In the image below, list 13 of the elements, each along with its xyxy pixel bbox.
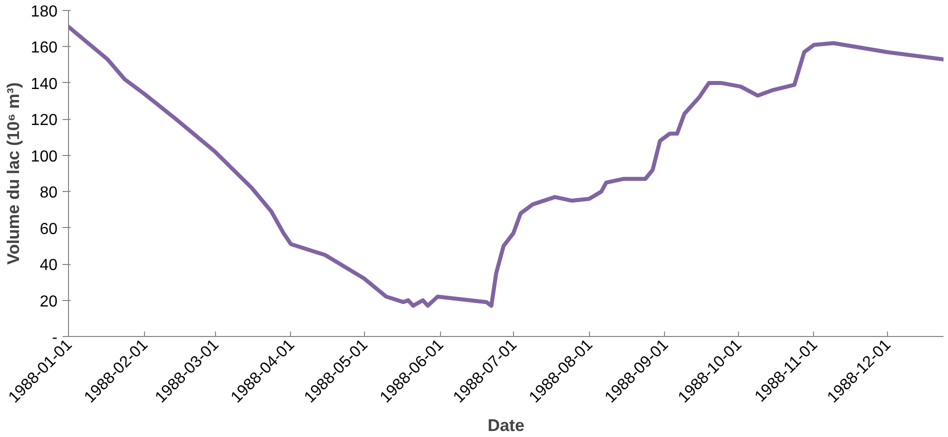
y-tick-label: 180 (30, 4, 58, 20)
y-tick-label: 160 (30, 40, 58, 57)
y-tick-label: 100 (30, 148, 58, 166)
y-tick-label: 120 (30, 112, 58, 130)
y-tick-label: - (52, 330, 58, 346)
y-tick-label: 20 (40, 293, 58, 310)
y-tick-label: 80 (40, 184, 58, 202)
y-axis-title: Volume du lac (10⁶ m³) (4, 82, 23, 265)
line-series (68, 24, 944, 308)
y-tick-label: 40 (40, 257, 58, 274)
y-tick-label: 140 (30, 76, 58, 93)
x-axis-title: Date (488, 416, 524, 435)
y-tick-label: 60 (40, 220, 58, 238)
